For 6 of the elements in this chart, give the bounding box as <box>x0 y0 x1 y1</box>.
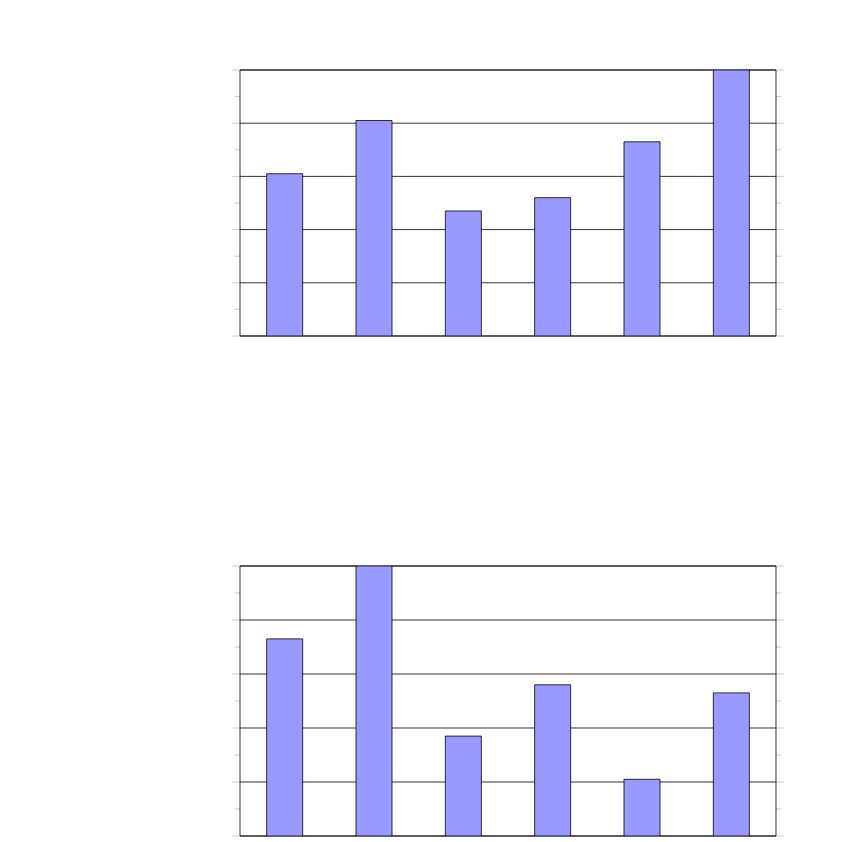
bar <box>534 684 572 836</box>
bar <box>266 638 304 836</box>
bar <box>355 565 393 836</box>
bar <box>623 778 661 836</box>
bar <box>444 735 482 836</box>
bar <box>712 692 750 836</box>
